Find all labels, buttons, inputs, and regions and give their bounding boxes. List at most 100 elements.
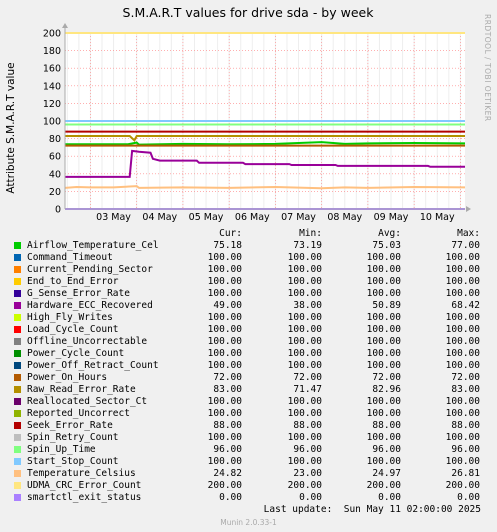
x-tick-label: 08 May — [327, 212, 362, 223]
x-tick-labels: 03 May 04 May 05 May 06 May 07 May 08 May 09 M… — [96, 212, 455, 223]
legend-series-name: Airflow_Temperature_Cel — [27, 240, 159, 251]
legend-min-value: 73.19 — [293, 240, 322, 251]
legend-cur-value: 49.00 — [213, 300, 242, 311]
legend-row: Power_On_Hours 72.00 72.00 72.00 72.00 — [0, 372, 497, 384]
legend-max-value: 100.00 — [445, 264, 480, 275]
legend-avg-value: 100.00 — [366, 432, 401, 443]
legend-series-name: Power_Cycle_Count — [27, 348, 125, 359]
rrdtool-watermark: RRDTOOL / TOBI OETIKER — [483, 14, 492, 122]
legend-avg-value: 100.00 — [366, 456, 401, 467]
legend-cur-value: 100.00 — [207, 348, 242, 359]
x-tick-label: 06 May — [235, 212, 270, 223]
legend-row: Temperature_Celsius 24.82 23.00 24.97 26.81 — [0, 468, 497, 480]
legend-swatch — [14, 278, 21, 285]
legend-min-value: 71.47 — [293, 384, 322, 395]
legend-min-value: 100.00 — [287, 324, 322, 335]
legend-swatch — [14, 242, 21, 249]
y-tick-label: 40 — [49, 169, 61, 180]
legend-cur-value: 83.00 — [213, 384, 242, 395]
legend-avg-value: 200.00 — [366, 480, 401, 491]
legend-max-value: 26.81 — [451, 468, 480, 479]
legend-cur-value: 200.00 — [207, 480, 242, 491]
y-tick-label: 100 — [43, 117, 61, 128]
legend-max-value: 100.00 — [445, 288, 480, 299]
legend-series-name: Seek_Error_Rate — [27, 420, 113, 431]
y-tick-label: 20 — [49, 187, 61, 198]
legend-row: Reported_Uncorrect 100.00 100.00 100.00 100.… — [0, 408, 497, 420]
legend-min-value: 96.00 — [293, 444, 322, 455]
legend-max-value: 100.00 — [445, 252, 480, 263]
legend-swatch — [14, 470, 21, 477]
legend-avg-value: 100.00 — [366, 276, 401, 287]
legend-avg-value: 96.00 — [372, 444, 401, 455]
munin-version: Munin 2.0.33-1 — [220, 518, 277, 527]
legend-series-name: Raw_Read_Error_Rate — [27, 384, 136, 395]
y-tick-label: 80 — [49, 134, 61, 145]
legend-series-name: Hardware_ECC_Recovered — [27, 300, 153, 311]
legend-row: Current_Pending_Sector 100.00 100.00 100.00… — [0, 264, 497, 276]
legend-avg-value: 24.97 — [372, 468, 401, 479]
legend-row: Hardware_ECC_Recovered 49.00 38.00 50.89 68.… — [0, 300, 497, 312]
legend-avg-value: 72.00 — [372, 372, 401, 383]
legend-cur-value: 100.00 — [207, 324, 242, 335]
legend-max-value: 200.00 — [445, 480, 480, 491]
y-axis-label: Attribute S.M.A.R.T value — [5, 62, 17, 193]
legend-max-value: 100.00 — [445, 348, 480, 359]
legend-row: Spin_Up_Time 96.00 96.00 96.00 96.00 — [0, 444, 497, 456]
legend-swatch — [14, 386, 21, 393]
legend-max-value: 100.00 — [445, 276, 480, 287]
series-line-raw-read-error-rate — [65, 135, 465, 143]
legend-series-name: Temperature_Celsius — [27, 468, 136, 479]
legend-cur-value: 75.18 — [213, 240, 242, 251]
legend-swatch — [14, 458, 21, 465]
legend-min-value: 100.00 — [287, 312, 322, 323]
legend-avg-value: 100.00 — [366, 348, 401, 359]
legend-cur-value: 100.00 — [207, 252, 242, 263]
x-tick-label: 05 May — [189, 212, 224, 223]
legend-max-value: 0.00 — [457, 492, 480, 503]
legend-min-value: 100.00 — [287, 348, 322, 359]
legend-max-value: 100.00 — [445, 360, 480, 371]
legend-cur-value: 24.82 — [213, 468, 242, 479]
legend-row: Reallocated_Sector_Ct 100.00 100.00 100.00 1… — [0, 396, 497, 408]
plot-frame — [62, 23, 471, 212]
legend-swatch — [14, 290, 21, 297]
legend-swatch — [14, 446, 21, 453]
legend-cur-value: 100.00 — [207, 276, 242, 287]
legend-row: Airflow_Temperature_Cel 75.18 73.19 75.03 77… — [0, 240, 497, 252]
legend-min-value: 100.00 — [287, 432, 322, 443]
legend-series-name: Load_Cycle_Count — [27, 324, 119, 335]
legend-max-value: 100.00 — [445, 432, 480, 443]
legend-avg-value: 75.03 — [372, 240, 401, 251]
legend-cur-value: 100.00 — [207, 432, 242, 443]
legend-cur-value: 100.00 — [207, 360, 242, 371]
legend-avg-value: 82.96 — [372, 384, 401, 395]
smart-values-chart: 0 20 40 60 80 100 120 140 160 180 200 03 May 04 May… — [5, 5, 492, 223]
legend-min-value: 200.00 — [287, 480, 322, 491]
legend-row: Raw_Read_Error_Rate 83.00 71.47 82.96 83.00 — [0, 384, 497, 396]
legend-cur-value: 100.00 — [207, 456, 242, 467]
x-tick-label: 04 May — [142, 212, 177, 223]
legend-swatch — [14, 302, 21, 309]
legend-max-value: 100.00 — [445, 396, 480, 407]
y-tick-label: 140 — [43, 81, 61, 92]
legend-row: Offline_Uncorrectable 100.00 100.00 100.00 1… — [0, 336, 497, 348]
legend-series-name: smartctl_exit_status — [27, 492, 142, 503]
legend-swatch — [14, 398, 21, 405]
legend-swatch — [14, 326, 21, 333]
legend-min-value: 100.00 — [287, 396, 322, 407]
legend-swatch — [14, 362, 21, 369]
legend-swatch — [14, 410, 21, 417]
legend-row: Power_Off_Retract_Count 100.00 100.00 100.0… — [0, 360, 497, 372]
legend-series-name: Reallocated_Sector_Ct — [27, 396, 148, 407]
legend-cur-value: 100.00 — [207, 312, 242, 323]
header-min: Min: — [299, 228, 322, 239]
legend-min-value: 100.00 — [287, 336, 322, 347]
legend-avg-value: 100.00 — [366, 408, 401, 419]
legend-avg-value: 100.00 — [366, 288, 401, 299]
legend-cur-value: 100.00 — [207, 264, 242, 275]
legend-max-value: 100.00 — [445, 456, 480, 467]
legend-series-name: High_Fly_Writes — [27, 312, 113, 323]
legend-series-name: Offline_Uncorrectable — [27, 336, 148, 347]
legend-min-value: 23.00 — [293, 468, 322, 479]
